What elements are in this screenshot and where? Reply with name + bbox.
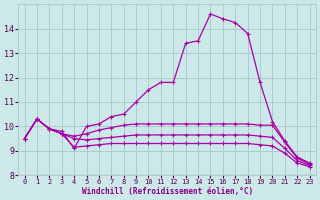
X-axis label: Windchill (Refroidissement éolien,°C): Windchill (Refroidissement éolien,°C)	[82, 187, 253, 196]
